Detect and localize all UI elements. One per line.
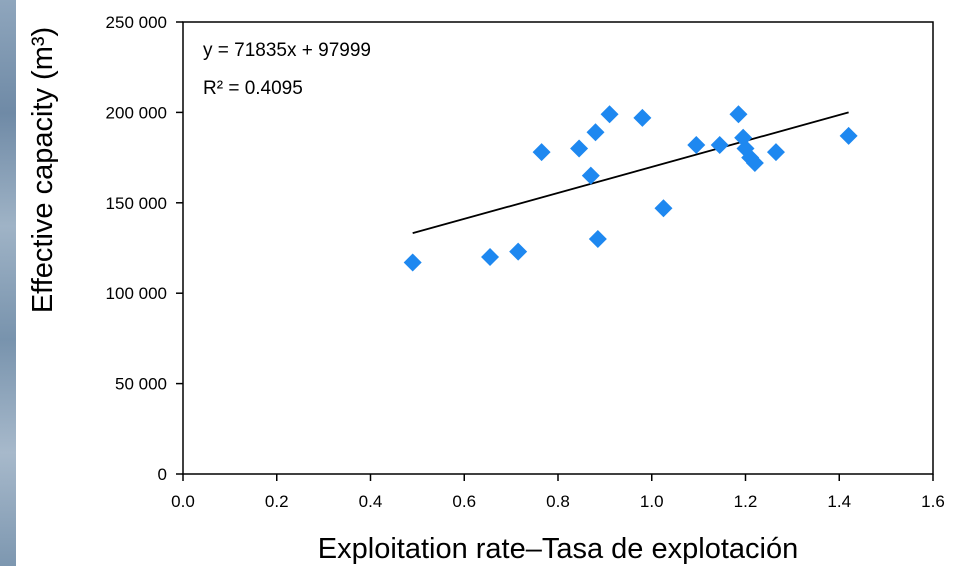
y-tick-label: 0 (158, 465, 167, 484)
data-points (403, 105, 858, 272)
data-point (745, 154, 764, 173)
x-tick-label: 0.0 (171, 492, 195, 511)
y-tick-label: 150 000 (106, 194, 167, 213)
data-point (581, 166, 600, 185)
data-point (766, 143, 785, 162)
data-point (729, 105, 748, 124)
x-axis: 0.0 0.2 0.4 0.6 0.8 1.0 1.2 1.4 1.6 (171, 474, 945, 511)
data-point (588, 229, 607, 248)
y-tick-label: 50 000 (115, 375, 167, 394)
y-tick-label: 200 000 (106, 103, 167, 122)
y-axis-title: Effective capacity (m³) (27, 27, 59, 313)
background-image-strip (0, 0, 16, 566)
data-point (403, 253, 422, 272)
data-point (839, 126, 858, 145)
y-tick-label: 100 000 (106, 284, 167, 303)
x-tick-label: 0.8 (546, 492, 570, 511)
x-tick-label: 1.4 (827, 492, 851, 511)
equation-annotation: y = 71835x + 97999 (203, 40, 371, 61)
data-point (532, 143, 551, 162)
data-point (633, 108, 652, 127)
x-tick-label: 0.2 (265, 492, 289, 511)
plot-area-frame (182, 21, 934, 475)
data-point (481, 248, 500, 267)
x-tick-label: 1.2 (734, 492, 758, 511)
data-point (586, 123, 605, 142)
x-tick-label: 1.0 (640, 492, 664, 511)
r-squared-annotation: R² = 0.4095 (203, 78, 303, 99)
x-tick-label: 0.4 (359, 492, 383, 511)
data-point (509, 242, 528, 261)
x-axis-title: Exploitation rate–Tasa de explotación (318, 533, 798, 565)
x-tick-label: 0.6 (452, 492, 476, 511)
data-point (600, 105, 619, 124)
x-tick-label: 1.6 (921, 492, 945, 511)
data-point (570, 139, 589, 158)
data-point (687, 135, 706, 154)
trendline (412, 111, 849, 235)
data-point (654, 199, 673, 218)
data-point (710, 135, 729, 154)
y-axis: 0 50 000 100 000 150 000 200 000 250 000 (106, 13, 183, 484)
y-tick-label: 250 000 (106, 13, 167, 32)
